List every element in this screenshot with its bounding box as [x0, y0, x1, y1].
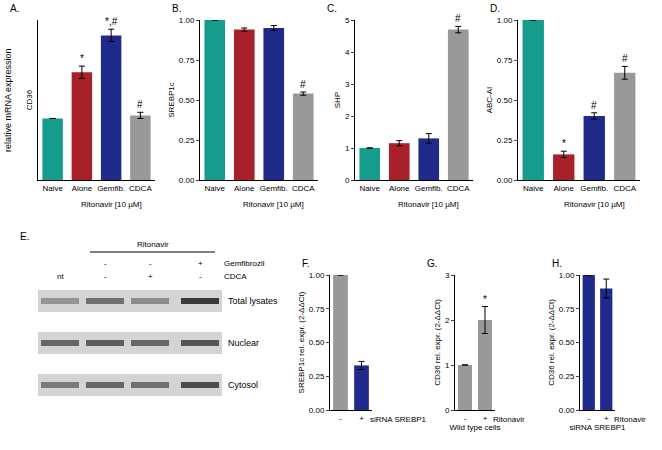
svg-text:0.75: 0.75 — [309, 305, 325, 314]
svg-text:CDCA: CDCA — [292, 184, 315, 193]
svg-text:Alone: Alone — [234, 184, 255, 193]
svg-text:#: # — [622, 53, 628, 64]
svg-text:Gemfibrozil: Gemfibrozil — [224, 259, 265, 268]
svg-text:#: # — [591, 100, 597, 111]
svg-text:-: - — [104, 272, 107, 281]
svg-text:0.75: 0.75 — [559, 305, 575, 314]
svg-text:Ritonavir: Ritonavir — [614, 415, 646, 424]
svg-text:0.00: 0.00 — [179, 176, 195, 185]
svg-text:0.50: 0.50 — [559, 338, 575, 347]
svg-text:1.00: 1.00 — [497, 16, 513, 25]
svg-text:-: - — [149, 259, 152, 268]
svg-text:0.25: 0.25 — [179, 136, 195, 145]
svg-text:+: + — [483, 414, 488, 423]
svg-text:Naive: Naive — [523, 184, 544, 193]
svg-text:Naive: Naive — [360, 184, 381, 193]
svg-text:F.: F. — [302, 258, 310, 269]
svg-text:SHP: SHP — [333, 92, 342, 108]
svg-text:3: 3 — [345, 80, 350, 89]
svg-text:G.: G. — [427, 258, 438, 269]
svg-text:*: * — [80, 53, 84, 64]
svg-text:C.: C. — [327, 3, 337, 14]
svg-text:0.00: 0.00 — [559, 406, 575, 415]
svg-text:*,#: *,# — [105, 16, 118, 27]
svg-text:+: + — [148, 272, 153, 281]
svg-text:1: 1 — [445, 361, 450, 370]
svg-text:SREBP1c rel. expr. (2-ΔΔCt): SREBP1c rel. expr. (2-ΔΔCt) — [297, 291, 306, 393]
svg-text:Ritonavir: Ritonavir — [137, 240, 169, 249]
svg-text:0.00: 0.00 — [497, 176, 513, 185]
svg-text:CDCA: CDCA — [224, 272, 247, 281]
svg-text:0.25: 0.25 — [309, 372, 325, 381]
svg-text:Total lysates: Total lysates — [228, 296, 278, 306]
svg-text:Gemfib.: Gemfib. — [415, 184, 443, 193]
svg-text:*: * — [562, 138, 566, 149]
svg-text:-: - — [339, 414, 342, 423]
svg-text:H.: H. — [552, 258, 562, 269]
svg-text:siRNA SREBP1: siRNA SREBP1 — [370, 415, 427, 424]
svg-text:0: 0 — [345, 176, 350, 185]
svg-text:1.00: 1.00 — [309, 271, 325, 280]
svg-text:0.75: 0.75 — [497, 56, 513, 65]
svg-text:#: # — [137, 99, 143, 110]
svg-text:D.: D. — [490, 3, 500, 14]
svg-text:-: - — [587, 414, 590, 423]
svg-text:0.50: 0.50 — [179, 96, 195, 105]
svg-text:ABC-AI: ABC-AI — [485, 87, 494, 114]
svg-text:1.00: 1.00 — [179, 16, 195, 25]
svg-text:0.25: 0.25 — [497, 136, 513, 145]
svg-text:Ritonavir [10 µM]: Ritonavir [10 µM] — [243, 200, 304, 209]
svg-text:CDCA: CDCA — [613, 184, 636, 193]
svg-text:CD36 rel. expr. (2-ΔΔCt): CD36 rel. expr. (2-ΔΔCt) — [433, 299, 442, 386]
svg-text:CDCA: CDCA — [129, 184, 152, 193]
svg-text:-: - — [464, 414, 467, 423]
svg-text:CDCA: CDCA — [447, 184, 470, 193]
svg-text:nt: nt — [57, 272, 64, 281]
svg-text:Ritonavir [10 µM]: Ritonavir [10 µM] — [564, 200, 625, 209]
svg-text:5: 5 — [345, 16, 350, 25]
svg-text:E.: E. — [20, 231, 29, 242]
svg-text:0.50: 0.50 — [497, 96, 513, 105]
svg-text:Gemfib.: Gemfib. — [580, 184, 608, 193]
svg-text:2: 2 — [345, 112, 350, 121]
svg-text:Alone: Alone — [389, 184, 410, 193]
svg-text:0.25: 0.25 — [559, 372, 575, 381]
svg-text:#: # — [300, 79, 306, 90]
svg-text:Ritonavir [10 µM]: Ritonavir [10 µM] — [81, 200, 142, 209]
svg-text:Naive: Naive — [205, 184, 226, 193]
svg-text:-: - — [199, 272, 202, 281]
svg-text:Gemfib.: Gemfib. — [260, 184, 288, 193]
svg-text:CD36: CD36 — [25, 89, 34, 110]
svg-text:4: 4 — [345, 48, 350, 57]
svg-text:2: 2 — [445, 316, 450, 325]
svg-text:3: 3 — [445, 271, 450, 280]
svg-text:Gemfib.: Gemfib. — [97, 184, 125, 193]
svg-text:Naive: Naive — [42, 184, 63, 193]
svg-text:Ritonavir: Ritonavir — [493, 415, 525, 424]
svg-text:CD36 rel. expr. (2-ΔΔCt): CD36 rel. expr. (2-ΔΔCt) — [547, 299, 556, 386]
svg-text:Cytosol: Cytosol — [228, 380, 258, 390]
svg-text:+: + — [359, 414, 364, 423]
svg-text:0.50: 0.50 — [309, 338, 325, 347]
svg-text:Nuclear: Nuclear — [228, 338, 259, 348]
svg-text:+: + — [198, 259, 203, 268]
svg-text:Alone: Alone — [72, 184, 93, 193]
svg-text:0.00: 0.00 — [309, 406, 325, 415]
svg-text:relative mRNA expression: relative mRNA expression — [3, 48, 13, 152]
svg-text:0: 0 — [445, 406, 450, 415]
svg-text:Alone: Alone — [554, 184, 575, 193]
svg-text:siRNA SREBP1: siRNA SREBP1 — [569, 423, 626, 432]
svg-text:SREBP1c: SREBP1c — [167, 82, 176, 118]
svg-text:Wild type cells: Wild type cells — [449, 423, 500, 432]
svg-text:#: # — [455, 13, 461, 24]
svg-text:A.: A. — [10, 3, 19, 14]
svg-text:1: 1 — [345, 144, 350, 153]
svg-text:+: + — [604, 414, 609, 423]
svg-text:-: - — [104, 259, 107, 268]
svg-text:B.: B. — [172, 3, 181, 14]
svg-text:1.00: 1.00 — [559, 271, 575, 280]
svg-text:Ritonavir [10 µM]: Ritonavir [10 µM] — [398, 200, 459, 209]
svg-text:*: * — [483, 294, 487, 305]
svg-text:0.75: 0.75 — [179, 56, 195, 65]
